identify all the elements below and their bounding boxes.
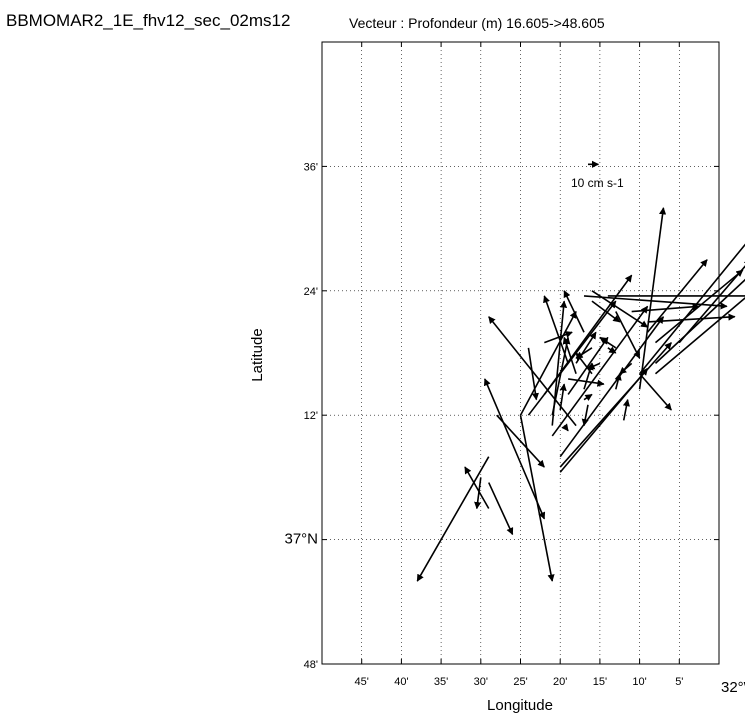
current-vector xyxy=(416,456,490,582)
x-tick-label: 25' xyxy=(513,676,527,688)
y-tick-label: 24' xyxy=(304,286,318,298)
current-vector xyxy=(619,362,633,375)
x-tick-label: 20' xyxy=(553,676,567,688)
current-vector xyxy=(519,415,555,582)
reference-vector: 10 cm s-1 xyxy=(571,160,624,190)
grid-lines xyxy=(322,42,719,664)
y-tick-label: 36' xyxy=(304,161,318,173)
current-vector xyxy=(575,347,593,359)
y-axis-label: Latitude xyxy=(249,328,266,381)
y-tick-label: 48' xyxy=(304,659,318,671)
current-vector xyxy=(527,300,617,416)
current-vector xyxy=(561,423,569,432)
current-vector xyxy=(483,378,506,426)
current-vector xyxy=(614,373,622,390)
current-vector xyxy=(559,342,672,468)
current-vector xyxy=(647,313,736,323)
axis-ticks xyxy=(322,42,720,665)
current-vector xyxy=(678,259,745,344)
chart-title-left: BBMOMAR2_1E_fhv12_sec_02ms12 xyxy=(6,11,290,30)
current-vector xyxy=(631,303,700,313)
x-tick-label: 40' xyxy=(394,676,408,688)
current-vector xyxy=(607,346,617,354)
current-vector xyxy=(654,297,745,375)
x-tick-label: 5' xyxy=(675,676,683,688)
y-tick-labels: 48' 37°N 12' 24' 36' xyxy=(284,161,318,671)
current-vector xyxy=(591,290,649,328)
current-vector xyxy=(654,278,745,364)
chart-title-right: Vecteur : Profondeur (m) 16.605->48.605 xyxy=(349,15,605,31)
current-vector xyxy=(568,378,605,387)
current-vector xyxy=(591,300,621,323)
current-vector xyxy=(583,295,728,310)
current-vector xyxy=(559,316,665,458)
current-vector xyxy=(583,393,593,402)
current-vector xyxy=(654,269,744,344)
current-vector xyxy=(519,310,577,416)
x-tick-label: 30' xyxy=(474,676,488,688)
current-vector xyxy=(559,367,649,473)
current-vector xyxy=(474,477,482,510)
x-tick-labels: 45' 40' 35' 30' 25' 20' 15' 10' 5' 32°W xyxy=(355,676,745,696)
current-vector xyxy=(527,347,539,401)
current-vector xyxy=(581,404,589,427)
x-tick-label: 35' xyxy=(434,676,448,688)
current-vector xyxy=(638,373,672,411)
current-vector xyxy=(559,383,567,411)
current-vector xyxy=(488,482,514,536)
current-vector xyxy=(543,295,569,364)
reference-vector-label: 10 cm s-1 xyxy=(571,176,624,190)
vector-arrows xyxy=(416,207,745,582)
x-tick-label: 45' xyxy=(355,676,369,688)
x-tick-label: 10' xyxy=(632,676,646,688)
y-tick-label: 37°N xyxy=(284,531,318,548)
current-vector xyxy=(551,305,649,437)
current-vector xyxy=(638,207,667,390)
current-vector xyxy=(587,362,601,370)
current-vector xyxy=(543,274,633,395)
current-vector xyxy=(551,336,571,416)
x-tick-label: 32°W xyxy=(721,679,745,696)
current-vector xyxy=(562,336,577,374)
x-axis-label: Longitude xyxy=(487,697,553,714)
current-vector xyxy=(599,336,617,349)
current-vector xyxy=(615,311,641,359)
current-vector xyxy=(622,398,631,421)
x-tick-label: 15' xyxy=(593,676,607,688)
current-vector xyxy=(575,331,597,364)
current-vector xyxy=(563,290,585,333)
current-vector xyxy=(464,466,490,509)
y-tick-label: 12' xyxy=(304,410,318,422)
